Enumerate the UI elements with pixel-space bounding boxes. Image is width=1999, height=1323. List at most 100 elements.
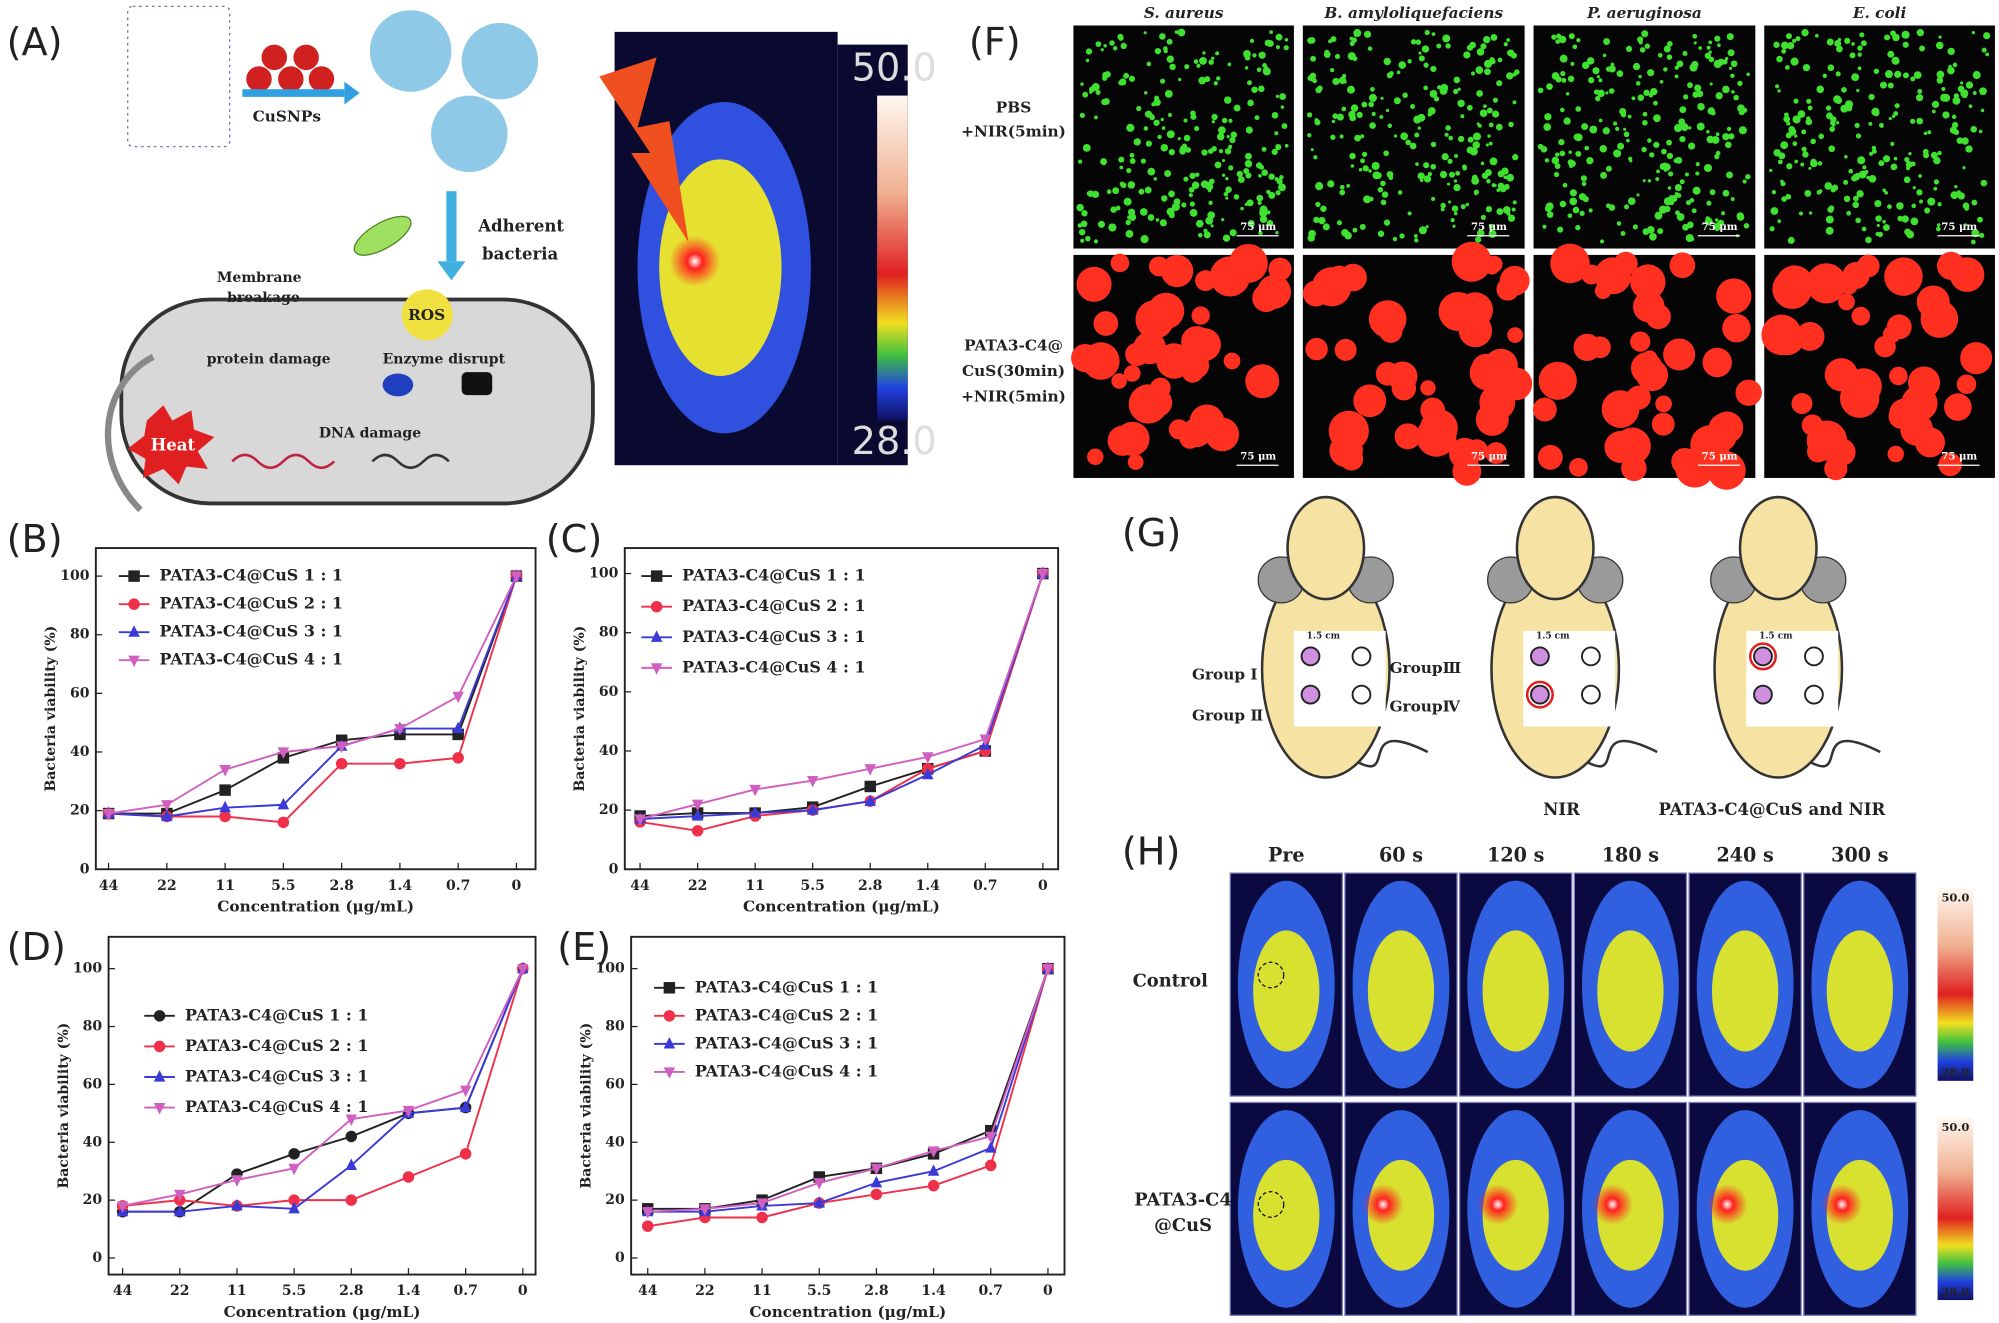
cell-dot: [1965, 145, 1973, 153]
nanoparticle: [261, 44, 288, 71]
cell-dot: [1981, 47, 1987, 53]
cell-dot: [1179, 147, 1186, 155]
cell-dot: [1198, 76, 1206, 85]
mouse-heat: [1711, 930, 1779, 1052]
cell-dot: [1457, 99, 1465, 108]
y-tick-label: 80: [605, 1019, 625, 1035]
cell-dot: [1558, 35, 1567, 44]
cell-dot: [1862, 165, 1867, 170]
cell-dot: [1722, 313, 1751, 343]
cell-dot: [1466, 104, 1473, 111]
cell-dot: [1271, 148, 1278, 156]
data-point: [128, 625, 140, 637]
cell-dot: [1865, 236, 1872, 244]
cell-dot: [1503, 175, 1508, 180]
data-point: [231, 1199, 243, 1211]
x-tick-label: 1.4: [388, 878, 413, 894]
label: breakage: [227, 290, 300, 306]
cell-dot: [1191, 306, 1210, 325]
cell-dot: [1359, 223, 1366, 230]
cell-dot: [1861, 226, 1867, 232]
data-point: [459, 1085, 472, 1098]
cell-dot: [1825, 226, 1834, 235]
cell-dot: [1151, 102, 1156, 107]
cell-dot: [1089, 90, 1093, 94]
cell-dot: [1476, 90, 1483, 97]
cell-dot: [1722, 189, 1730, 197]
cell-dot: [1653, 141, 1660, 148]
label: +NIR(5min): [961, 123, 1066, 141]
mouse-head: [1738, 495, 1818, 601]
cell-dot: [1809, 211, 1813, 215]
cell-dot: [1461, 164, 1467, 170]
cell-dot: [1480, 161, 1485, 166]
cell-dot: [1679, 135, 1686, 143]
legend-label: PATA3-C4@CuS 3 : 1: [682, 627, 865, 646]
cell-dot: [1715, 92, 1723, 100]
cell-dot: [1682, 50, 1688, 56]
hot-spot: [1362, 1184, 1404, 1225]
cell-dot: [1150, 113, 1154, 118]
cell-dot: [1908, 151, 1912, 156]
legend-label: PATA3-C4@CuS 2 : 1: [695, 1005, 878, 1024]
cell-dot: [1358, 167, 1363, 172]
cell-dot: [1430, 141, 1437, 148]
cell-dot: [1405, 139, 1412, 146]
cell-dot: [1854, 122, 1860, 129]
cell-dot: [1349, 41, 1355, 47]
cell-dot: [1968, 104, 1973, 108]
x-tick-label: 2.8: [864, 1283, 888, 1299]
cell-dot: [1503, 206, 1511, 214]
label: 28.0: [852, 420, 937, 464]
cell-dot: [1913, 71, 1922, 79]
mouse-heat: [1253, 930, 1320, 1052]
cell-dot: [1888, 117, 1892, 121]
cell-dot: [1868, 151, 1874, 156]
cell-dot: [1153, 119, 1160, 126]
cell-dot: [1445, 43, 1451, 49]
cell-dot: [1377, 187, 1384, 193]
y-tick-label: 60: [605, 1076, 625, 1092]
cell-dot: [1215, 51, 1220, 56]
cell-dot: [1228, 118, 1233, 123]
cell-dot: [1237, 176, 1245, 183]
cell-dot: [1599, 145, 1607, 153]
cell-dot: [1475, 236, 1482, 243]
x-tick-label: 22: [695, 1283, 715, 1299]
cell-dot: [1562, 182, 1568, 188]
data-point: [813, 1171, 825, 1183]
cell-dot: [1495, 123, 1503, 131]
cell-dot: [1512, 200, 1517, 205]
hot-spot: [1477, 1184, 1519, 1225]
cell-dot: [1827, 64, 1835, 72]
cell-dot: [1605, 165, 1612, 172]
data-point: [864, 764, 876, 776]
data-point: [128, 570, 140, 582]
cell-dot: [1953, 129, 1960, 136]
cell-dot: [1896, 202, 1904, 210]
cell-dot: [1193, 59, 1199, 64]
cell-dot: [1076, 203, 1084, 212]
cell-dot: [1627, 197, 1636, 205]
cell-dot: [1254, 115, 1260, 121]
cell-dot: [1271, 111, 1279, 119]
micelle: [461, 22, 539, 100]
cell-dot: [1806, 263, 1847, 304]
cell-dot: [1512, 100, 1517, 105]
cell-dot: [1570, 61, 1575, 66]
cell-dot: [1801, 129, 1807, 135]
cell-dot: [1919, 45, 1926, 52]
arrow-head: [344, 81, 360, 105]
cell-dot: [1957, 85, 1965, 93]
cell-dot: [1843, 195, 1851, 202]
cell-dot: [1350, 104, 1359, 112]
cell-dot: [1160, 117, 1164, 122]
cell-dot: [1430, 65, 1437, 73]
cell-dot: [1551, 72, 1560, 80]
cell-dot: [1095, 89, 1101, 95]
cell-dot: [1182, 417, 1212, 448]
cell-dot: [1569, 197, 1578, 206]
cell-dot: [1679, 106, 1687, 114]
shaved-patch: [1523, 630, 1616, 727]
cell-dot: [1398, 61, 1407, 69]
